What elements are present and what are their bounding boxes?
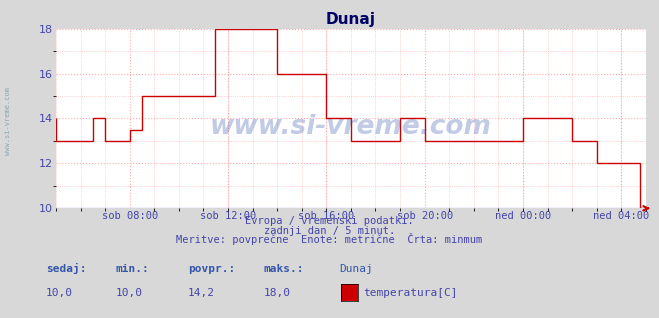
Text: Evropa / vremenski podatki.: Evropa / vremenski podatki. <box>245 216 414 226</box>
Text: 10,0: 10,0 <box>46 288 73 298</box>
Text: min.:: min.: <box>115 264 149 274</box>
Text: www.si-vreme.com: www.si-vreme.com <box>210 114 492 141</box>
Text: Dunaj: Dunaj <box>339 264 373 274</box>
Text: temperatura[C]: temperatura[C] <box>363 288 457 298</box>
Text: www.si-vreme.com: www.si-vreme.com <box>5 87 11 155</box>
Text: 10,0: 10,0 <box>115 288 142 298</box>
Text: maks.:: maks.: <box>264 264 304 274</box>
Title: Dunaj: Dunaj <box>326 12 376 27</box>
Text: Meritve: povprečne  Enote: metrične  Črta: minmum: Meritve: povprečne Enote: metrične Črta:… <box>177 233 482 245</box>
Text: zadnji dan / 5 minut.: zadnji dan / 5 minut. <box>264 226 395 236</box>
Text: povpr.:: povpr.: <box>188 264 235 274</box>
Text: 18,0: 18,0 <box>264 288 291 298</box>
Text: 14,2: 14,2 <box>188 288 215 298</box>
Text: sedaj:: sedaj: <box>46 263 86 274</box>
